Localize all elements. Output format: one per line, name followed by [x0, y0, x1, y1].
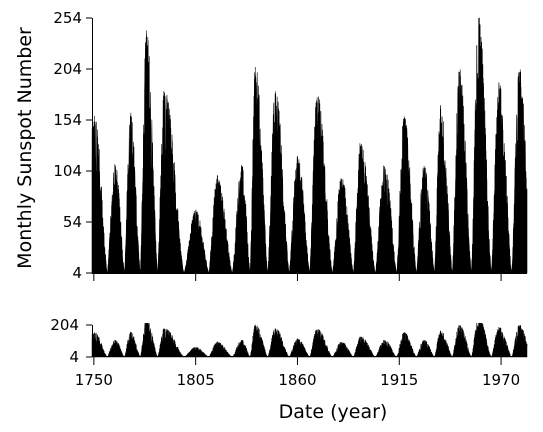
main-y-tick-label: 54 [63, 213, 82, 231]
overview-y-tick-label: 204 [50, 316, 79, 334]
main-series-area [91, 17, 528, 275]
main-y-tick-label: 4 [72, 264, 82, 282]
x-tick-label: 1915 [380, 371, 418, 389]
overview-y-tick-label: 4 [69, 348, 79, 366]
overview-y-ticks: 4 204 [50, 316, 92, 366]
x-tick-label: 1805 [177, 371, 215, 389]
main-y-tick-label: 254 [53, 9, 82, 27]
main-y-tick-label: 154 [53, 111, 82, 129]
main-y-ticks: 4 54 104 154 204 254 [53, 9, 92, 282]
x-tick-label: 1860 [278, 371, 316, 389]
x-tick-label: 1750 [75, 371, 113, 389]
overview-x-ticks: 1750 1805 1860 1915 1970 [75, 357, 520, 389]
x-axis-title: Date (year) [279, 401, 388, 423]
main-y-tick-label: 204 [53, 60, 82, 78]
main-panel: 4 54 104 154 204 254 Monthly Sunspot Number [14, 9, 528, 282]
x-tick-label: 1970 [482, 371, 520, 389]
overview-series-area [91, 322, 528, 358]
overview-series-path [91, 322, 528, 358]
overview-panel: 4 204 1750 1805 1860 1915 1970 Date (year) [50, 316, 528, 423]
main-series-path [91, 17, 528, 275]
main-y-tick-label: 104 [53, 162, 82, 180]
main-x-ticks [93, 273, 502, 281]
y-axis-title: Monthly Sunspot Number [14, 27, 36, 269]
